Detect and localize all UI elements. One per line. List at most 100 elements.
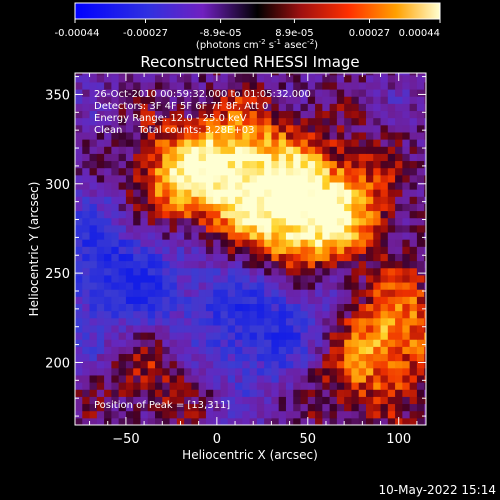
- heatmap-cell: [278, 353, 287, 362]
- heatmap-cell: [111, 374, 120, 383]
- heatmap-cell: [285, 189, 294, 197]
- heatmap-cell: [409, 124, 418, 133]
- heatmap-cell: [96, 382, 105, 390]
- heatmap-cell: [162, 217, 171, 226]
- heatmap-cell: [96, 367, 105, 376]
- heatmap-cell: [322, 253, 331, 262]
- heatmap-cell: [118, 274, 127, 283]
- heatmap-cell: [104, 389, 112, 397]
- heatmap-cell: [264, 389, 272, 397]
- heatmap-cell: [387, 210, 396, 219]
- heatmap-cell: [140, 260, 149, 269]
- heatmap-cell: [293, 110, 302, 119]
- heatmap-cell: [256, 239, 265, 247]
- heatmap-cell: [351, 260, 360, 269]
- heatmap-cell: [336, 410, 345, 419]
- heatmap-cell: [416, 382, 425, 390]
- heatmap-cell: [191, 296, 200, 304]
- heatmap-cell: [285, 353, 294, 362]
- heatmap-cell: [89, 253, 98, 262]
- heatmap-cell: [387, 153, 396, 162]
- heatmap-cell: [256, 174, 265, 183]
- heatmap-cell: [395, 353, 403, 362]
- heatmap-cell: [322, 167, 331, 176]
- heatmap-cell: [82, 131, 91, 140]
- heatmap-cell: [89, 217, 98, 226]
- heatmap-cell: [118, 382, 127, 390]
- heatmap-cell: [133, 374, 141, 383]
- heatmap-cell: [293, 210, 302, 219]
- heatmap-cell: [416, 203, 425, 212]
- heatmap-cell: [351, 217, 360, 226]
- heatmap-cell: [82, 417, 91, 425]
- heatmap-cell: [358, 303, 367, 312]
- heatmap-cell: [416, 346, 425, 355]
- heatmap-cell: [235, 417, 243, 425]
- heatmap-cell: [336, 117, 345, 126]
- heatmap-cell: [96, 196, 105, 204]
- heatmap-cell: [118, 317, 127, 326]
- heatmap-cell: [380, 317, 389, 326]
- heatmap-cell: [380, 324, 389, 333]
- heatmap-cell: [75, 382, 83, 390]
- heatmap-cell: [256, 232, 265, 240]
- heatmap-cell: [344, 89, 352, 97]
- heatmap-cell: [322, 274, 331, 283]
- heatmap-cell: [402, 217, 411, 226]
- heatmap-cell: [118, 289, 127, 297]
- heatmap-cell: [96, 303, 105, 312]
- heatmap-cell: [82, 167, 91, 176]
- heatmap-cell: [416, 189, 425, 197]
- heatmap-cell: [242, 289, 251, 297]
- heatmap-cell: [322, 139, 331, 147]
- heatmap-cell: [155, 96, 163, 104]
- heatmap-cell: [89, 103, 98, 112]
- heatmap-cell: [191, 153, 200, 162]
- heatmap-cell: [344, 303, 352, 312]
- heatmap-cell: [409, 174, 418, 183]
- heatmap-cell: [344, 346, 352, 355]
- heatmap-cell: [322, 303, 331, 312]
- heatmap-cell: [322, 317, 331, 326]
- heatmap-cell: [184, 239, 192, 247]
- heatmap-cell: [380, 210, 389, 219]
- heatmap-cell: [300, 146, 309, 154]
- heatmap-cell: [220, 224, 229, 233]
- heatmap-cell: [111, 360, 120, 369]
- heatmap-cell: [104, 110, 112, 119]
- heatmap-cell: [75, 346, 83, 355]
- heatmap-cell: [213, 160, 221, 169]
- heatmap-cell: [191, 189, 200, 197]
- heatmap-cell: [358, 189, 367, 197]
- heatmap-cell: [380, 260, 389, 269]
- heatmap-cell: [118, 303, 127, 312]
- heatmap-cell: [191, 103, 200, 112]
- annotation-time-range: 26-Oct-2010 00:59:32.000 to 01:05:32.000: [94, 89, 311, 100]
- heatmap-cell: [424, 160, 426, 169]
- heatmap-cell: [162, 367, 171, 376]
- heatmap-cell: [416, 310, 425, 319]
- heatmap-cell: [307, 296, 316, 304]
- heatmap-cell: [293, 81, 302, 90]
- heatmap-cell: [118, 396, 127, 405]
- heatmap-cell: [358, 367, 367, 376]
- heatmap-cell: [75, 360, 83, 369]
- heatmap-cell: [351, 360, 360, 369]
- heatmap-cell: [322, 131, 331, 140]
- heatmap-cell: [395, 346, 403, 355]
- heatmap-cell: [155, 196, 163, 204]
- heatmap-cell: [293, 367, 302, 376]
- heatmap-cell: [184, 196, 192, 204]
- heatmap-cell: [184, 360, 192, 369]
- heatmap-cell: [249, 374, 258, 383]
- heatmap-cell: [264, 217, 272, 226]
- heatmap-cell: [147, 296, 156, 304]
- heatmap-cell: [111, 274, 120, 283]
- heatmap-cell: [373, 324, 382, 333]
- heatmap-cell: [96, 339, 105, 347]
- heatmap-cell: [409, 103, 418, 112]
- heatmap-cell: [140, 167, 149, 176]
- heatmap-cell: [409, 396, 418, 405]
- heatmap-cell: [235, 181, 243, 190]
- x-tick-label: −50: [112, 432, 139, 447]
